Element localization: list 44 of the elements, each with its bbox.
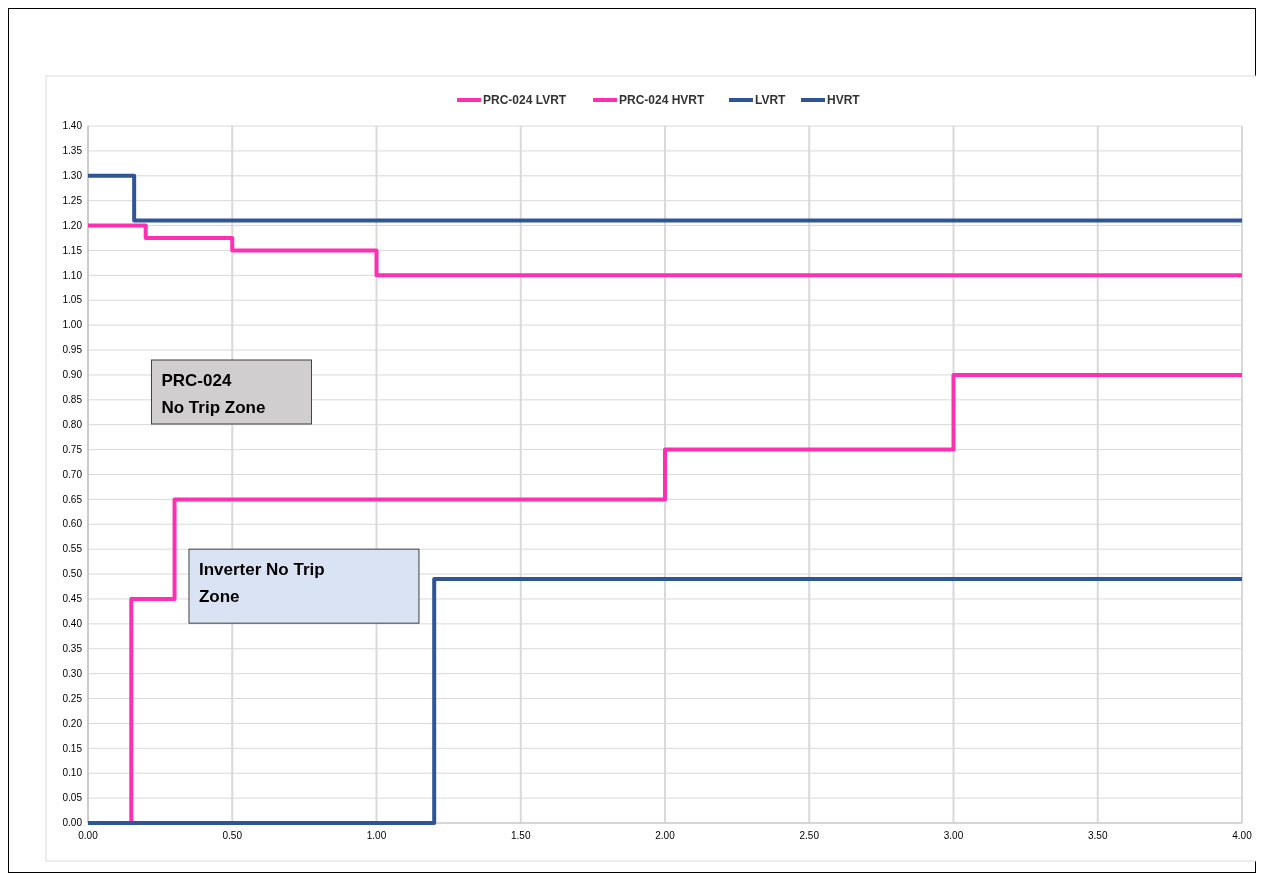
legend-label: PRC-024 LVRT [483, 93, 567, 108]
y-tick-label: 0.25 [62, 692, 83, 704]
y-tick-label: 1.40 [62, 120, 83, 132]
y-tick-label: 0.10 [62, 767, 83, 779]
y-tick-label: 0.20 [62, 717, 83, 729]
annotation: Inverter No Trip Zone [198, 560, 325, 607]
y-tick-label: 0.65 [62, 493, 83, 505]
annotation: PRC-024 No Trip Zone [161, 370, 266, 417]
y-tick-label: 1.15 [62, 244, 83, 256]
y-tick-label: 1.00 [62, 319, 83, 331]
x-tick-label: 1.50 [511, 830, 531, 841]
y-tick-label: 1.35 [62, 145, 83, 157]
x-tick-label: 3.50 [1088, 830, 1108, 841]
y-tick-label: 0.40 [62, 618, 83, 630]
y-tick-label: 0.55 [62, 543, 83, 555]
x-tick-label: 0.50 [222, 830, 243, 841]
x-tick-label: 2.00 [655, 830, 676, 841]
y-tick-label: 0.45 [62, 593, 83, 605]
y-tick-label: 0.60 [62, 518, 83, 530]
y-tick-label: 0.05 [62, 792, 83, 804]
x-tick-label: 2.50 [799, 830, 820, 841]
y-tick-label: 0.00 [62, 817, 83, 829]
y-tick-label: 0.85 [62, 394, 83, 406]
y-tick-label: 1.05 [62, 294, 83, 306]
x-tick-label: 0.00 [78, 830, 99, 841]
y-tick-label: 1.20 [62, 219, 83, 231]
legend-label: HVRT [827, 93, 861, 108]
y-tick-label: 1.10 [62, 269, 83, 281]
x-tick-label: 3.00 [943, 830, 964, 841]
y-tick-label: 0.70 [62, 468, 83, 480]
y-tick-label: 0.30 [62, 667, 83, 679]
legend-label: PRC-024 HVRT [619, 93, 706, 108]
y-tick-label: 0.35 [62, 642, 83, 654]
x-tick-label: 1.00 [366, 830, 387, 841]
y-tick-label: 0.50 [62, 568, 83, 580]
y-tick-label: 0.15 [62, 742, 83, 754]
y-tick-label: 0.80 [62, 418, 83, 430]
x-tick-label: 4.00 [1232, 830, 1253, 841]
y-tick-label: 0.95 [62, 344, 83, 356]
y-tick-label: 0.75 [62, 443, 83, 455]
y-tick-label: 1.30 [62, 169, 83, 181]
y-tick-label: 0.90 [62, 369, 83, 381]
legend-label: LVRT [755, 93, 787, 108]
y-tick-label: 1.25 [62, 194, 83, 206]
